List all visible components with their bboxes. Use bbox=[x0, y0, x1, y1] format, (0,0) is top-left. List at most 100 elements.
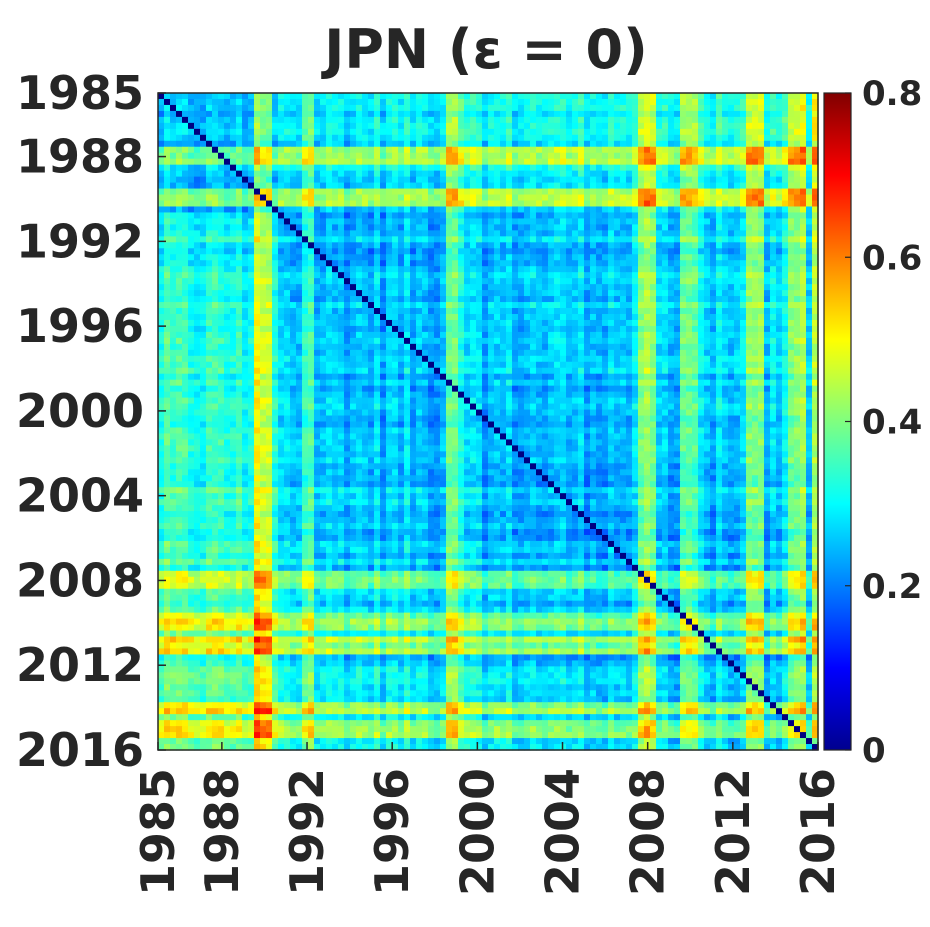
heatmap-cell bbox=[332, 242, 339, 249]
heatmap-cell bbox=[404, 158, 411, 166]
heatmap-cell bbox=[368, 260, 375, 267]
heatmap-cell bbox=[194, 343, 201, 351]
heatmap-cell bbox=[212, 164, 219, 172]
heatmap-cell bbox=[176, 260, 183, 267]
heatmap-cell bbox=[416, 266, 423, 273]
heatmap-cell bbox=[602, 170, 609, 178]
heatmap-cell bbox=[194, 319, 201, 327]
heatmap-diagonal-cell bbox=[314, 248, 321, 255]
heatmap-cell bbox=[212, 361, 219, 369]
heatmap-cell bbox=[578, 296, 585, 303]
heatmap-cell bbox=[254, 200, 261, 208]
heatmap-cell bbox=[788, 308, 795, 315]
heatmap-cell bbox=[560, 230, 567, 237]
heatmap-cell bbox=[674, 284, 681, 291]
heatmap-cell bbox=[380, 266, 387, 273]
heatmap-cell bbox=[680, 188, 687, 196]
heatmap-cell bbox=[692, 325, 699, 333]
heatmap-cell bbox=[698, 116, 705, 124]
heatmap-cell bbox=[548, 236, 555, 243]
heatmap-cell bbox=[470, 134, 477, 142]
heatmap-cell bbox=[722, 296, 729, 303]
heatmap-cell bbox=[434, 134, 441, 142]
heatmap-cell bbox=[512, 325, 519, 333]
heatmap-cell bbox=[446, 200, 453, 208]
heatmap-cell bbox=[338, 182, 345, 190]
heatmap-cell bbox=[770, 319, 777, 327]
heatmap-cell bbox=[230, 224, 237, 231]
heatmap-cell bbox=[734, 302, 741, 309]
heatmap-cell bbox=[674, 194, 681, 202]
heatmap-cell bbox=[278, 218, 285, 225]
heatmap-cell bbox=[506, 140, 513, 148]
heatmap-cell bbox=[812, 200, 819, 208]
heatmap-cell bbox=[224, 361, 231, 369]
heatmap-cell bbox=[512, 152, 519, 160]
heatmap-cell bbox=[392, 248, 399, 255]
heatmap-cell bbox=[572, 248, 579, 255]
heatmap-cell bbox=[692, 337, 699, 345]
heatmap-cell bbox=[734, 313, 741, 321]
heatmap-cell bbox=[182, 93, 189, 100]
heatmap-cell bbox=[668, 176, 675, 184]
heatmap-cell bbox=[362, 116, 369, 124]
heatmap-cell bbox=[338, 158, 345, 166]
heatmap-cell bbox=[488, 194, 495, 202]
heatmap-cell bbox=[806, 98, 813, 106]
heatmap-cell bbox=[512, 319, 519, 327]
heatmap-cell bbox=[356, 206, 363, 214]
heatmap-cell bbox=[596, 319, 603, 327]
heatmap-cell bbox=[674, 242, 681, 249]
heatmap-cell bbox=[506, 337, 513, 345]
heatmap-cell bbox=[518, 290, 525, 297]
heatmap-cell bbox=[692, 164, 699, 172]
heatmap-cell bbox=[770, 93, 777, 100]
heatmap-cell bbox=[548, 206, 555, 214]
heatmap-cell bbox=[518, 206, 525, 214]
heatmap-cell bbox=[512, 212, 519, 220]
heatmap-cell bbox=[446, 337, 453, 345]
heatmap-cell bbox=[668, 110, 675, 118]
heatmap-cell bbox=[170, 290, 177, 297]
heatmap-cell bbox=[212, 200, 219, 208]
heatmap-cell bbox=[242, 278, 249, 285]
heatmap-cell bbox=[482, 242, 489, 249]
heatmap-cell bbox=[686, 206, 693, 214]
heatmap-cell bbox=[362, 242, 369, 249]
heatmap-cell bbox=[500, 164, 507, 172]
heatmap-cell bbox=[596, 260, 603, 267]
heatmap-cell bbox=[536, 206, 543, 214]
heatmap-cell bbox=[512, 206, 519, 214]
heatmap-cell bbox=[446, 308, 453, 315]
heatmap-cell bbox=[566, 170, 573, 178]
heatmap-cell bbox=[716, 212, 723, 220]
heatmap-cell bbox=[512, 188, 519, 196]
heatmap-cell bbox=[482, 206, 489, 214]
heatmap-cell bbox=[542, 254, 549, 261]
heatmap-cell bbox=[350, 302, 357, 309]
heatmap-cell bbox=[380, 343, 387, 351]
heatmap-cell bbox=[758, 140, 765, 148]
heatmap-cell bbox=[236, 272, 243, 279]
heatmap-cell bbox=[176, 152, 183, 160]
heatmap-cell bbox=[404, 260, 411, 267]
heatmap-cell bbox=[476, 164, 483, 172]
heatmap-cell bbox=[422, 188, 429, 196]
heatmap-cell bbox=[428, 236, 435, 243]
heatmap-cell bbox=[494, 134, 501, 142]
heatmap-cell bbox=[170, 266, 177, 273]
heatmap-cell bbox=[236, 290, 243, 297]
heatmap-cell bbox=[344, 319, 351, 327]
heatmap-cell bbox=[278, 110, 285, 118]
heatmap-cell bbox=[170, 278, 177, 285]
heatmap-cell bbox=[452, 319, 459, 327]
heatmap-cell bbox=[422, 206, 429, 214]
heatmap-cell bbox=[518, 116, 525, 124]
heatmap-cell bbox=[476, 224, 483, 231]
heatmap-cell bbox=[650, 236, 657, 243]
heatmap-cell bbox=[566, 266, 573, 273]
heatmap-cell bbox=[572, 206, 579, 214]
heatmap-cell bbox=[662, 236, 669, 243]
heatmap-cell bbox=[692, 176, 699, 184]
heatmap-cell bbox=[434, 355, 441, 363]
